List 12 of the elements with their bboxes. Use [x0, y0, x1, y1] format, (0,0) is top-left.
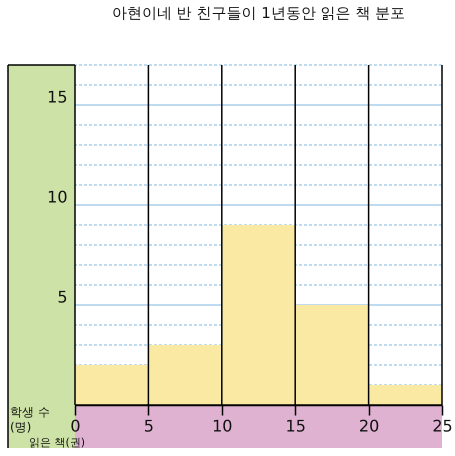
y-tick-label: 10: [47, 188, 68, 206]
y-axis-title: 학생 수 (명): [10, 405, 50, 434]
y-tick-label: 15: [47, 88, 68, 106]
x-tick-label: 25: [432, 416, 453, 436]
chart-title: 아현이네 반 친구들이 1년동안 읽은 책 분포: [112, 4, 406, 22]
x-axis-title: 읽은 책(권): [29, 436, 86, 449]
x-tick-label: 15: [286, 416, 306, 436]
x-tick-label: 20: [358, 416, 380, 436]
x-tick-label: 10: [212, 416, 232, 436]
x-tick-label: 0: [70, 416, 81, 436]
x-tick-label: 5: [144, 416, 154, 436]
y-tick-label: 5: [57, 288, 68, 306]
